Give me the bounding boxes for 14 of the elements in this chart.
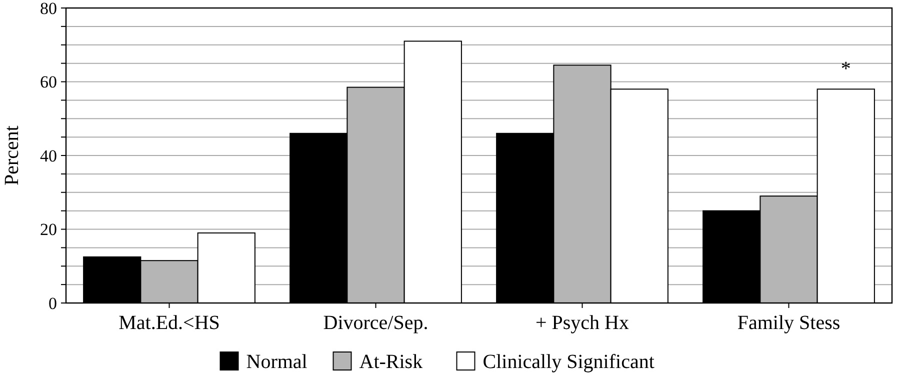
y-tick-label: 80 (40, 0, 57, 18)
x-tick-label: Mat.Ed.<HS (118, 312, 220, 334)
x-tick-label: Family Stess (737, 312, 840, 334)
y-tick-label: 60 (40, 72, 57, 92)
y-tick-label: 40 (40, 146, 57, 166)
annotation: * (840, 58, 851, 80)
x-tick-label: Divorce/Sep. (323, 312, 428, 334)
y-axis-title: Percent (1, 125, 23, 186)
x-tick-label: + Psych Hx (535, 312, 630, 334)
legend-label: At-Risk (359, 351, 423, 373)
legend-label: Normal (246, 351, 308, 373)
y-tick-label: 20 (40, 220, 57, 240)
y-tick-label: 0 (48, 294, 57, 313)
legend-label: Clinically Significant (482, 351, 655, 373)
